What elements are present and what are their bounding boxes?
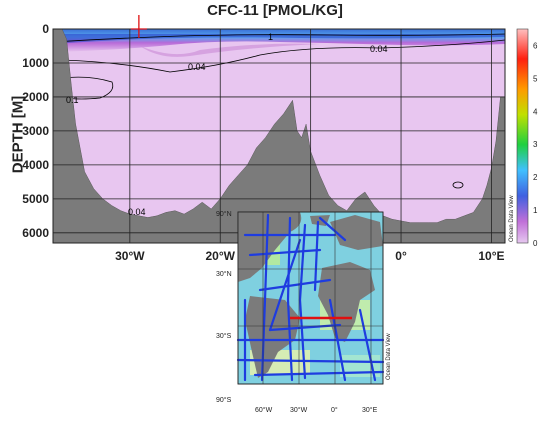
contour-label: 0.04 bbox=[188, 62, 206, 72]
inset-map-land bbox=[330, 215, 383, 250]
bathymetry bbox=[53, 29, 505, 243]
contour-line bbox=[61, 76, 114, 100]
y-tick-label: 0 bbox=[42, 22, 49, 36]
inset-lon-label: 0° bbox=[331, 406, 338, 414]
inset-lat-label: 30°N bbox=[216, 270, 232, 278]
contour-line bbox=[53, 33, 505, 43]
x-tick-label: 0° bbox=[395, 249, 407, 263]
colorbar-tick-label: 1 bbox=[533, 206, 538, 215]
colorbar bbox=[516, 28, 529, 244]
inset-map-frame bbox=[237, 211, 384, 385]
contour-line bbox=[61, 39, 505, 73]
x-tick-label: 30°W bbox=[115, 249, 145, 263]
y-tick-label: 1000 bbox=[22, 56, 49, 70]
y-tick-label: 6000 bbox=[22, 226, 49, 240]
inset-credit: Ocean Data View bbox=[386, 333, 392, 380]
inset-map: 90°N 30°N 30°S 90°S 60°W 30°W 0° 30°E Oc… bbox=[216, 210, 392, 414]
y-tick-label: 4000 bbox=[22, 158, 49, 172]
inset-map-land bbox=[318, 262, 375, 342]
contour-label: 0.04 bbox=[128, 207, 146, 217]
y-tick-label: 2000 bbox=[22, 90, 49, 104]
inset-map-land bbox=[238, 212, 302, 282]
contour-label: 0.04 bbox=[370, 44, 388, 54]
colorbar-tick-label: 6 bbox=[533, 41, 538, 50]
contour-line bbox=[452, 181, 464, 189]
colorbar-tick-label: 5 bbox=[533, 74, 538, 83]
contour-label: 0.1 bbox=[66, 95, 79, 105]
cruise-tracks bbox=[236, 213, 385, 382]
y-tick-label: 5000 bbox=[22, 192, 49, 206]
inset-lat-label: 90°S bbox=[216, 396, 232, 404]
inset-lat-label: 30°S bbox=[216, 332, 232, 340]
inset-map-grid bbox=[238, 212, 383, 384]
colorbar-tick-label: 4 bbox=[533, 107, 538, 116]
chart-title: CFC-11 [PMOL/KG] bbox=[207, 2, 343, 19]
inset-map-land bbox=[245, 296, 300, 378]
colorbar-tick-label: 2 bbox=[533, 173, 538, 182]
contour-label: 1 bbox=[268, 32, 273, 42]
mid-layer bbox=[140, 43, 320, 57]
colorbar-credit: Ocean Data View bbox=[509, 195, 515, 242]
colorbar-tick-label: 0 bbox=[533, 239, 538, 248]
x-tick-label: 20°W bbox=[205, 249, 235, 263]
inset-lon-label: 30°W bbox=[290, 406, 308, 414]
y-axis-ticks: 0 1000 2000 3000 4000 5000 6000 bbox=[22, 22, 49, 240]
colorbar-tick-label: 3 bbox=[533, 140, 538, 149]
inset-lon-label: 30°E bbox=[362, 406, 378, 414]
inset-lon-label: 60°W bbox=[255, 406, 273, 414]
y-tick-label: 3000 bbox=[22, 124, 49, 138]
inset-lat-label: 90°N bbox=[216, 210, 232, 218]
colorbar-ticks: 0 1 2 3 4 5 6 bbox=[533, 41, 538, 248]
x-tick-label: 10°E bbox=[478, 249, 504, 263]
